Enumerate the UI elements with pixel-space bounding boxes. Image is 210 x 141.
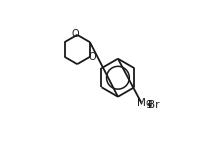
Text: O: O bbox=[71, 29, 79, 39]
Text: O: O bbox=[88, 52, 96, 62]
Text: Mg: Mg bbox=[137, 98, 153, 108]
Text: Br: Br bbox=[148, 100, 160, 110]
